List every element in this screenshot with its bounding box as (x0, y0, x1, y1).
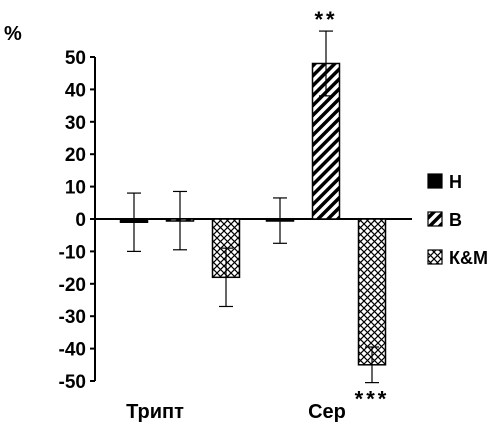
legend-swatch-1 (427, 173, 443, 189)
significance-stars: ** (314, 7, 337, 32)
y-tick-label: -30 (59, 307, 86, 328)
y-tick-label: -20 (59, 275, 86, 296)
category-label: Трипт (126, 401, 184, 423)
bar-2-3 (357, 218, 387, 366)
y-tick-label: 10 (65, 178, 86, 199)
y-tick-label: 20 (65, 145, 86, 166)
legend-label-1: Н (449, 172, 462, 192)
annotations-group: ***** (314, 7, 390, 412)
legend-label-3: К&М (449, 248, 488, 268)
category-label: Сер (308, 401, 346, 423)
y-axis-unit-label: % (4, 23, 22, 45)
y-tick-label: -50 (59, 372, 86, 393)
legend-swatch-3 (427, 249, 443, 265)
legend: НВ К&М (427, 172, 488, 268)
y-tick-label: 50 (65, 48, 86, 69)
legend-label-2: В (449, 210, 462, 230)
y-tick-label: -10 (59, 242, 86, 263)
error-bars-group (127, 30, 379, 384)
legend-swatch-2 (427, 211, 443, 227)
y-tick-label: 0 (75, 210, 86, 231)
x-axis-category-labels: Трипт Сер (126, 401, 346, 423)
significance-stars: *** (355, 387, 390, 412)
y-axis-ticks: 50 40 30 20 10 0 -10 -20 -30 -40 -50 (59, 48, 95, 393)
bars-group (119, 62, 387, 366)
y-tick-label: 40 (65, 80, 86, 101)
y-tick-label: 30 (65, 113, 86, 134)
y-tick-label: -40 (59, 340, 86, 361)
